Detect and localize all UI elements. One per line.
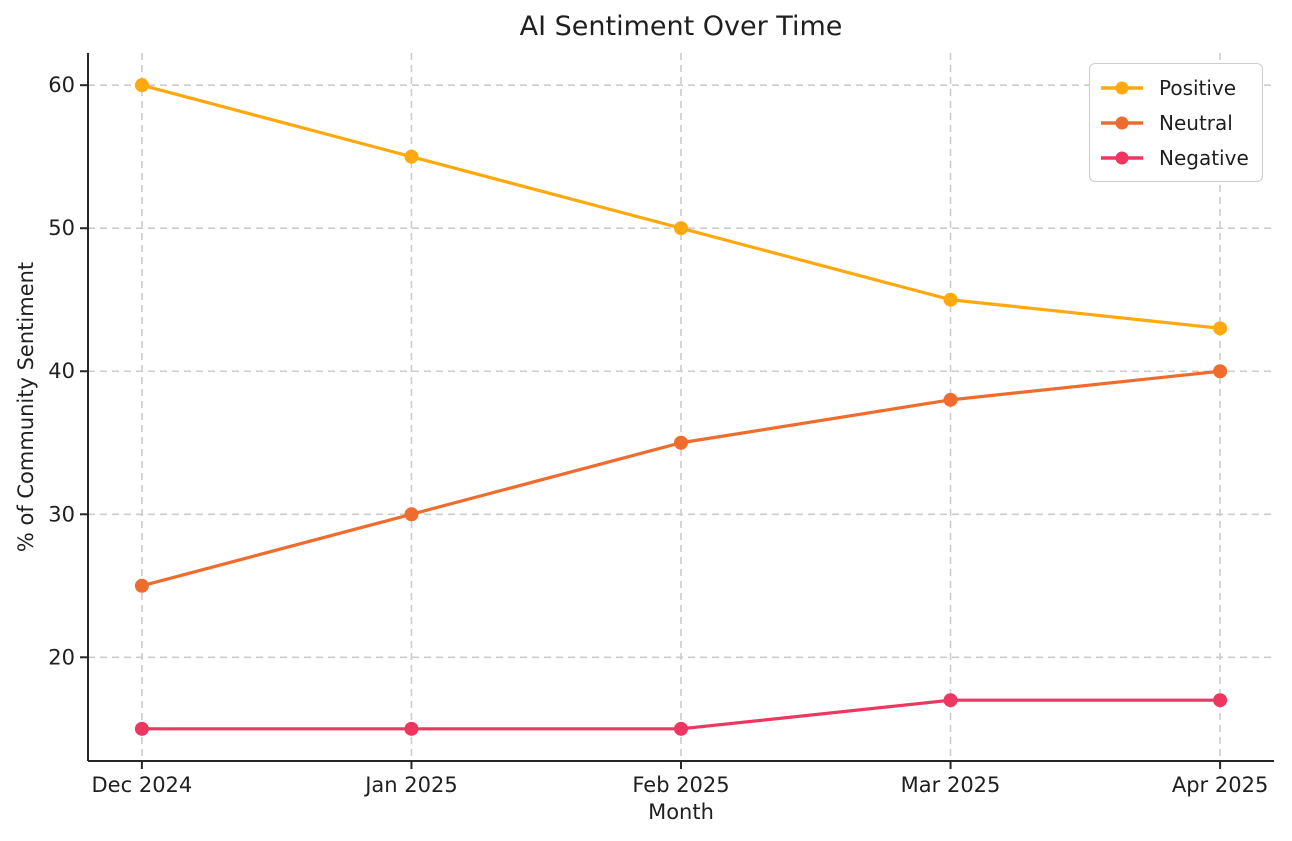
data-point-marker (404, 721, 419, 736)
data-point-marker (674, 221, 688, 236)
axes-spines (80, 53, 1274, 769)
data-point-marker (674, 435, 688, 450)
legend-item-positive: Positive (1100, 73, 1250, 102)
series-line-negative (134, 693, 1228, 736)
y-tick-label: 40 (48, 359, 75, 383)
x-axis-label: Month (648, 800, 714, 824)
legend-label-positive: Positive (1159, 75, 1237, 100)
data-point-marker (943, 292, 958, 307)
legend-item-negative: Negative (1100, 143, 1250, 172)
series-line-neutral (134, 364, 1228, 593)
legend-label-neutral: Neutral (1159, 110, 1233, 135)
x-tick-label: Apr 2025 (1172, 773, 1268, 797)
series-line-positive (134, 78, 1228, 336)
gridlines (88, 53, 1274, 761)
legend-item-neutral: Neutral (1100, 108, 1250, 137)
y-tick-label: 50 (48, 216, 75, 240)
data-point-marker (134, 578, 149, 593)
data-point-marker (943, 392, 958, 407)
data-point-marker (1213, 321, 1228, 336)
x-tick-label: Dec 2024 (92, 773, 193, 797)
positive-line-marker-icon (1101, 81, 1143, 94)
data-point-marker (1213, 364, 1228, 379)
neutral-line-marker-icon (1101, 116, 1143, 129)
negative-line-marker-icon (1101, 151, 1143, 164)
chart-title: AI Sentiment Over Time (519, 11, 843, 42)
x-tick-label: Mar 2025 (901, 773, 1001, 797)
y-axis-label: % of Community Sentiment (14, 261, 38, 553)
data-point-marker (404, 149, 419, 164)
data-point-marker (674, 721, 688, 736)
y-tick-label: 60 (48, 73, 75, 97)
data-point-marker (404, 507, 419, 522)
legend-label-negative: Negative (1159, 145, 1249, 170)
y-tick-label: 20 (48, 645, 75, 669)
x-tick-label: Jan 2025 (363, 773, 458, 797)
data-point-marker (1213, 693, 1228, 708)
y-tick-label: 30 (48, 502, 75, 526)
x-tick-label: Feb 2025 (632, 773, 729, 797)
data-point-marker (134, 721, 149, 736)
data-point-marker (134, 78, 149, 93)
legend: Positive Neutral Negative (1089, 63, 1263, 182)
tick-labels: Dec 2024 Jan 2025 Feb 2025 Mar 2025 Apr 2025… (48, 73, 1268, 797)
data-point-marker (943, 693, 958, 708)
